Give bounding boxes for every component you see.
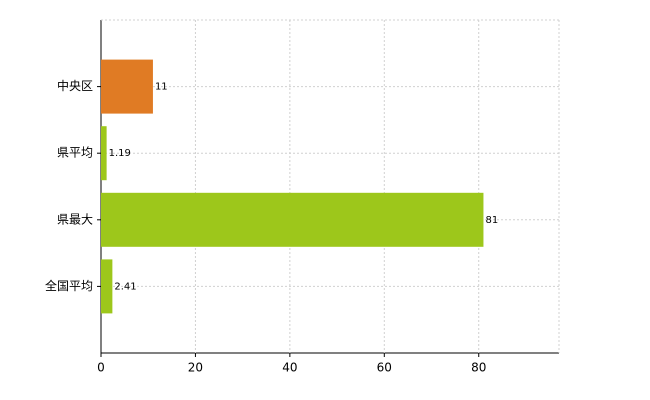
- value-label: 11: [155, 82, 168, 93]
- bar: [101, 59, 153, 114]
- x-tick-label: 60: [377, 361, 392, 375]
- y-tick-label: 全国平均: [45, 278, 93, 293]
- y-tick-label: 県平均: [57, 146, 93, 160]
- bar: [101, 126, 107, 181]
- x-tick-label: 0: [97, 361, 105, 375]
- y-tick-label: 中央区: [57, 78, 93, 93]
- value-label: 2.41: [114, 281, 136, 292]
- x-tick-label: 80: [471, 361, 486, 375]
- y-tick-label: 県最大: [57, 212, 93, 226]
- x-tick-label: 40: [282, 361, 297, 375]
- value-label: 81: [485, 215, 498, 226]
- x-tick-label: 20: [188, 361, 203, 375]
- bar: [101, 192, 484, 247]
- value-label: 1.19: [109, 148, 131, 159]
- bar: [101, 259, 113, 314]
